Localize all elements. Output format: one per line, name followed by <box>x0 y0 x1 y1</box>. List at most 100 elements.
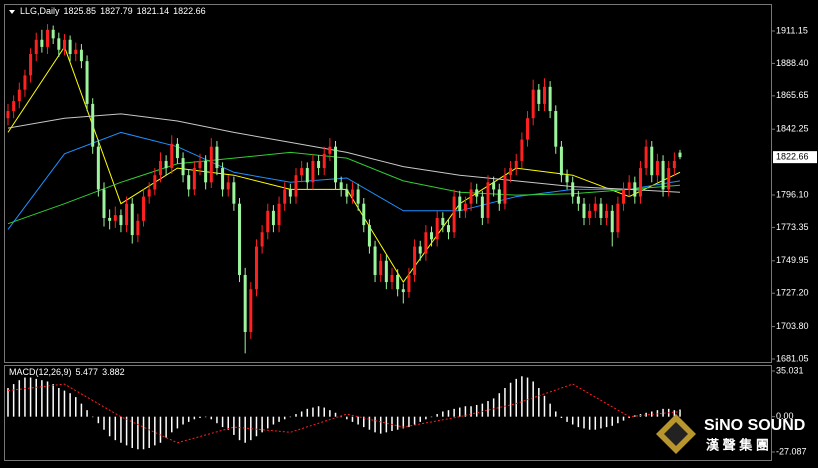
indicator-name: MACD(12,26,9) <box>9 367 72 377</box>
macd-bar <box>278 416 280 422</box>
candle-body <box>334 146 338 183</box>
macd-bar <box>41 380 43 417</box>
macd-bar <box>673 410 676 417</box>
macd-bar <box>120 416 122 443</box>
macd-bar <box>549 403 551 417</box>
candle-body <box>130 203 134 236</box>
candle-body <box>610 210 614 233</box>
candle-body <box>441 217 445 226</box>
macd-bar <box>199 416 201 418</box>
macd-bar <box>357 416 359 425</box>
candle-body <box>136 220 140 236</box>
candle-body <box>667 168 671 190</box>
logo-inner <box>664 422 688 446</box>
macd-bar <box>662 408 664 417</box>
macd-bar <box>588 416 591 430</box>
macd-bar <box>555 411 557 417</box>
macd-bar <box>605 416 608 428</box>
macd-bar <box>52 384 54 417</box>
macd-bar <box>187 416 190 422</box>
macd-bar <box>487 401 489 417</box>
y-tick-label: 1842.25 <box>776 124 809 134</box>
candle-body <box>548 86 552 112</box>
candle-body <box>458 196 462 211</box>
macd-bar <box>413 416 416 425</box>
candle-body <box>362 203 366 226</box>
candle-body <box>571 182 575 197</box>
macd-bar <box>385 416 388 433</box>
candle-body <box>29 54 33 76</box>
candle-body <box>638 168 642 197</box>
candle-body <box>463 203 467 211</box>
macd-bar <box>391 416 393 432</box>
macd-bar <box>453 408 455 417</box>
candle-body <box>480 196 484 218</box>
candle-body <box>407 274 411 293</box>
candle-body <box>678 152 682 158</box>
candle-body <box>576 196 580 204</box>
candle-body <box>317 160 321 169</box>
candle-body <box>305 168 309 183</box>
macd-bar <box>295 414 297 417</box>
candle-body <box>531 89 535 119</box>
macd-bar <box>543 395 546 417</box>
candle-body <box>644 146 648 169</box>
macd-bar <box>617 416 619 424</box>
candle-body <box>661 160 665 190</box>
candle-body <box>650 146 654 176</box>
macd-bar <box>312 407 314 417</box>
macd-bar <box>538 387 540 417</box>
macd-bar <box>63 390 66 417</box>
candle-body <box>209 146 213 183</box>
macd-bar <box>475 404 478 417</box>
macd-bar <box>622 416 625 421</box>
candle-body <box>17 89 21 102</box>
macd-bar <box>351 416 354 422</box>
macd-bar <box>244 416 246 443</box>
candle-body <box>243 274 247 332</box>
candle-body <box>238 203 242 275</box>
macd-bar <box>75 397 77 417</box>
macd-bar <box>470 406 472 417</box>
main-frame <box>4 4 772 363</box>
candle-body <box>34 39 38 55</box>
candle-body <box>187 175 191 190</box>
candle-body <box>68 39 72 55</box>
y-tick-label: 1703.80 <box>776 321 809 331</box>
candle-body <box>23 75 27 90</box>
macd-bar <box>492 398 495 417</box>
macd-bar <box>571 416 574 425</box>
macd-bar <box>108 416 111 437</box>
macd-bar <box>238 416 241 441</box>
candle-body <box>537 89 541 104</box>
macd-bar <box>594 416 597 430</box>
macd-bar <box>459 407 461 417</box>
macd-bar <box>402 416 405 429</box>
candle-body <box>311 160 315 183</box>
macd-bar <box>114 416 117 441</box>
macd-bar <box>645 412 647 417</box>
macd-bar <box>29 377 32 417</box>
macd-bar <box>498 393 501 417</box>
macd-bar <box>447 410 450 417</box>
macd-bar <box>7 387 9 417</box>
candle-body <box>526 118 530 140</box>
candle-body <box>79 49 83 62</box>
macd-bar <box>368 416 371 430</box>
y-tick-label: 1773.35 <box>776 222 809 232</box>
candle-body <box>147 189 151 197</box>
candle-body <box>339 182 343 190</box>
candle-body <box>215 146 219 169</box>
macd-bar <box>233 416 235 435</box>
candle-body <box>497 189 501 204</box>
macd-bar <box>425 416 427 420</box>
candle-body <box>350 189 354 197</box>
y-tick-label: -27.087 <box>776 446 807 456</box>
macd-bar <box>334 412 337 417</box>
candle-body <box>390 274 394 283</box>
candle-body <box>62 39 66 50</box>
macd-header: MACD(12,26,9) 5.477 3.882 <box>9 367 125 377</box>
macd-bar <box>566 416 568 422</box>
